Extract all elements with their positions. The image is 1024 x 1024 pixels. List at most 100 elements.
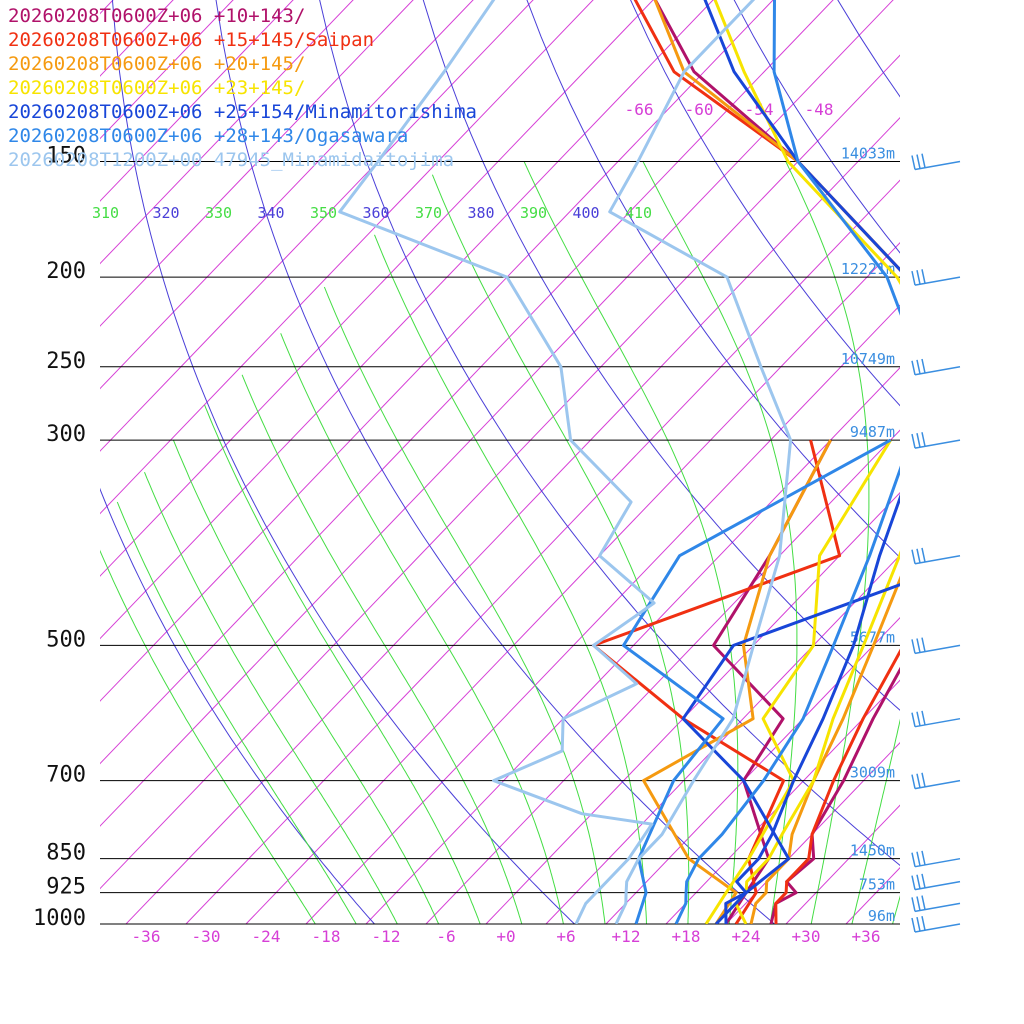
moist-adiabat [523, 161, 739, 924]
x-tick-label: -12 [372, 927, 401, 946]
theta-label: 320 [153, 204, 180, 222]
wind-barb [911, 873, 961, 891]
wind-barb [911, 710, 961, 728]
moist-adiabat [851, 718, 900, 924]
dry-adiabat [422, 0, 900, 711]
wind-barb-flag [921, 547, 926, 563]
isotherm-line [100, 0, 834, 765]
theta-label: 360 [363, 204, 390, 222]
pressure-label: 850 [46, 841, 86, 866]
x-tick-label: +36 [852, 927, 881, 946]
dewpoint-line [338, 0, 656, 924]
temperature-line [713, 0, 900, 924]
legend-entry: 20260208T1200Z+00 47945_Minamidaitojima [8, 149, 455, 171]
wind-barb-flag [911, 897, 916, 912]
pressure-label: 150 [46, 143, 86, 168]
dry-adiabat [215, 0, 776, 924]
moist-adiabat [116, 501, 357, 924]
x-tick-label: -24 [252, 927, 281, 946]
x-tick-label: +6 [556, 927, 575, 946]
wind-barb-flag [911, 875, 916, 890]
wind-barb-staff [914, 366, 961, 376]
theta-label: 310 [92, 204, 119, 222]
wind-barb-flag [921, 153, 926, 168]
dry-adiabat [111, 0, 576, 924]
moist-adiabat [172, 439, 440, 924]
moist-adiabat [100, 549, 316, 924]
isotherm-line [365, 367, 900, 924]
wind-barb-flag [911, 639, 916, 654]
legend-entry: 20260208T0600Z+06 +28+143/Ogasawara [8, 125, 409, 147]
wind-barb-flag [916, 773, 921, 788]
wind-barb-staff [914, 439, 961, 449]
wind-barb-flag [911, 270, 916, 286]
dry-adiabat [526, 0, 900, 559]
dewpoint-line [681, 583, 900, 924]
wind-barb [911, 432, 961, 449]
isotherm-line [245, 242, 900, 924]
isotherm-line [100, 0, 774, 702]
isotherm-line [425, 429, 900, 924]
theta-label: 350 [310, 204, 337, 222]
temperature-line [703, 0, 900, 924]
theta-label: 380 [468, 204, 495, 222]
moist-adiabat [280, 333, 564, 924]
dewpoint-line [592, 439, 842, 924]
isotherm-label: -48 [805, 100, 834, 119]
isotherm-label: -66 [625, 100, 654, 119]
legend-entry: 20260208T0600Z+06 +10+143/ [8, 5, 306, 27]
wind-barb-flag [921, 710, 926, 726]
x-tick-label: -36 [132, 927, 161, 946]
wind-barb [911, 916, 961, 933]
x-tick-label: +30 [792, 927, 821, 946]
wind-barb-flag [916, 359, 921, 375]
height-label: 753m [859, 876, 895, 894]
height-label: 12221m [841, 260, 895, 278]
wind-barb-staff [914, 554, 961, 565]
wind-barb-staff [914, 880, 961, 891]
wind-barb-flag [916, 874, 921, 889]
theta-label: 330 [205, 204, 232, 222]
wind-barb-flag [921, 895, 926, 910]
wind-barb [911, 269, 961, 286]
pressure-label: 925 [46, 875, 86, 900]
legend-entry: 20260208T0600Z+06 +23+145/ [8, 77, 306, 99]
wind-barb-flag [911, 433, 916, 449]
isotherm-line [785, 804, 900, 924]
wind-barb-flag [921, 772, 926, 787]
isotherm-line [485, 492, 900, 924]
temperature-line [674, 0, 900, 924]
temperature-line [608, 0, 793, 924]
theta-label: 390 [520, 204, 547, 222]
wind-barb-flag [916, 851, 921, 866]
x-tick-label: -30 [192, 927, 221, 946]
pressure-label: 250 [46, 349, 86, 374]
wind-barb-flag [921, 432, 926, 447]
pressure-label: 700 [46, 763, 86, 788]
x-tick-label: -18 [312, 927, 341, 946]
theta-label: 370 [415, 204, 442, 222]
dry-adiabat [828, 0, 1024, 944]
height-label: 1450m [850, 842, 895, 860]
pressure-label: 100 [46, 0, 86, 6]
legend-entry: 20260208T0600Z+06 +25+154/Minamitorishim… [8, 101, 477, 123]
dry-adiabat [630, 0, 900, 407]
isotherm-line [100, 54, 900, 890]
dry-adiabat [733, 0, 900, 254]
wind-barb-flag [911, 852, 916, 867]
height-label: 96m [868, 907, 895, 925]
moist-adiabat [892, 895, 900, 924]
wind-barb [911, 547, 961, 565]
x-tick-label: +18 [672, 927, 701, 946]
wind-barb [911, 358, 961, 376]
wind-barb-flag [911, 917, 916, 933]
legend-entry: 20260208T0600Z+06 +15+145/Saipan [8, 29, 375, 51]
moist-adiabat [323, 286, 606, 924]
dewpoint-line [622, 438, 892, 924]
wind-barb-flag [921, 916, 926, 931]
wind-barb-flag [911, 712, 916, 727]
height-label: 5677m [850, 628, 895, 646]
wind-barb-flag [911, 774, 916, 789]
temperature-line [653, 0, 900, 924]
